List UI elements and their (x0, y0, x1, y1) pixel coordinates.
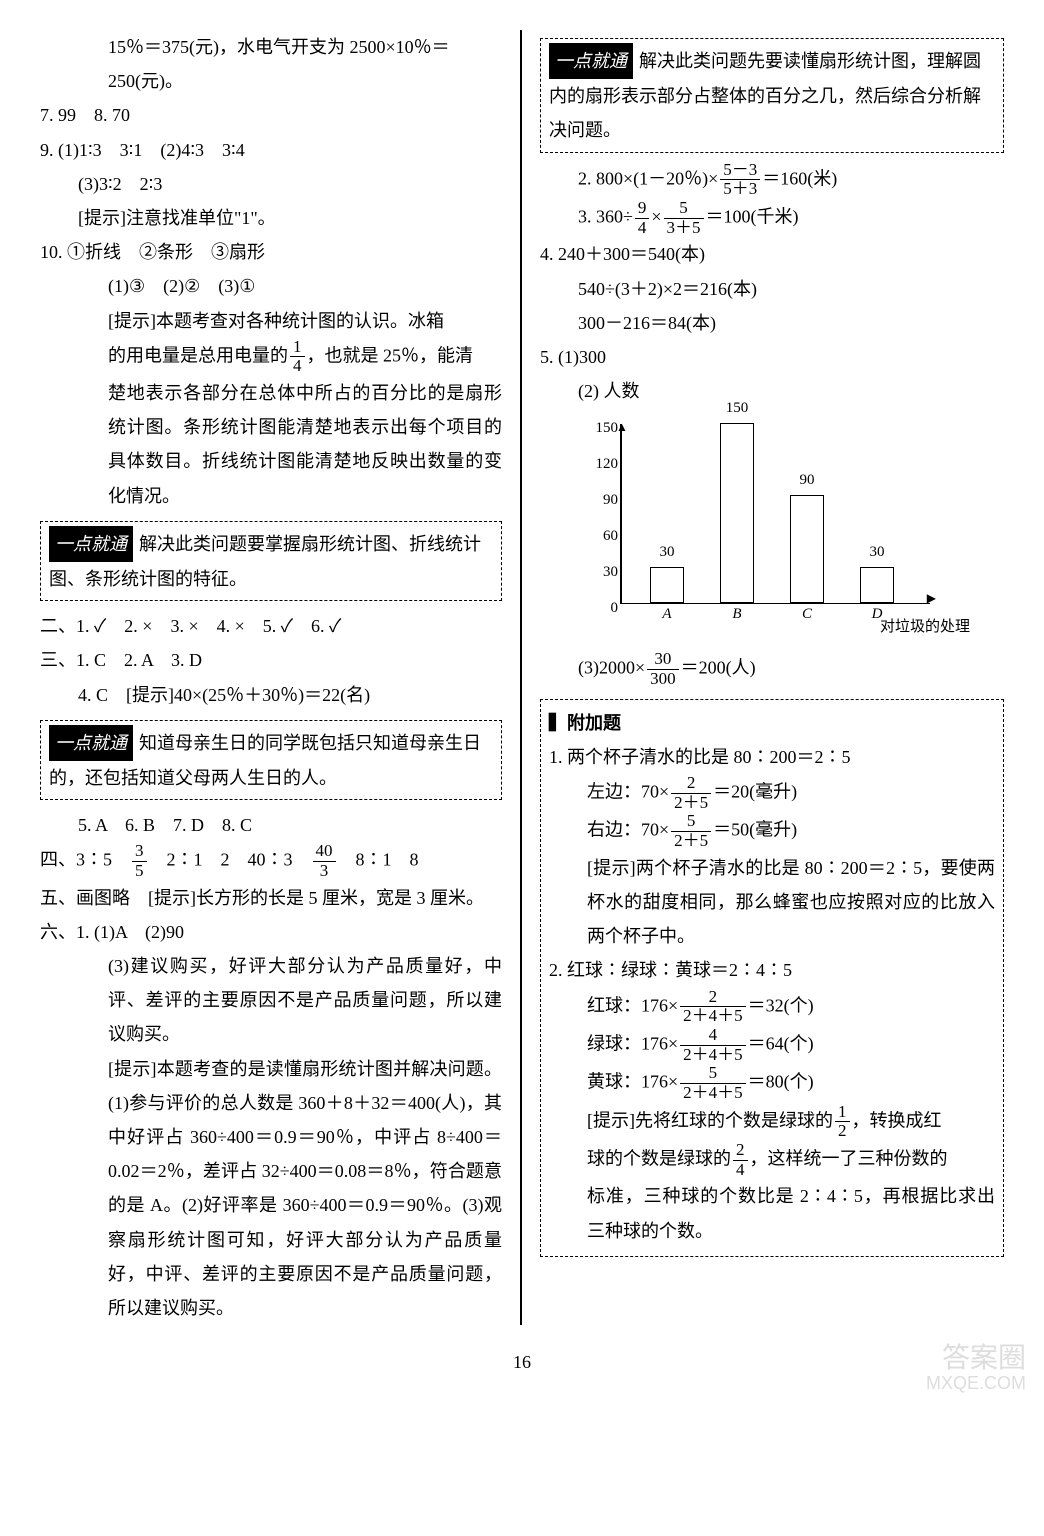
text-line: 4. C [提示]40×(25％＋30％)＝22(名) (40, 678, 502, 712)
text-line: 的用电量是总用电量的14，也就是 25％，能清 (40, 338, 502, 376)
text-line: 7. 99 8. 70 (40, 98, 502, 132)
text-line: 250(元)。 (40, 64, 502, 98)
text-line: 15％＝375(元)，水电气开支为 2500×10％＝ (40, 30, 502, 64)
tip-label: 一点就通 (49, 526, 133, 562)
text-line: [提示]注意找准单位"1"。 (40, 201, 502, 235)
arrow-icon: ▶ (927, 587, 936, 610)
text-line: 3. 360÷94×53＋5＝100(千米) (540, 199, 1004, 237)
text-line: [提示]先将红球的个数是绿球的12，转换成红 (549, 1103, 995, 1141)
tip-box: 一点就通知道母亲生日的同学既包括只知道母亲生日的，还包括知道父母两人生日的人。 (40, 720, 502, 800)
text-line: 左边：70×22＋5＝20(毫升) (549, 774, 995, 812)
text-block: 楚地表示各部分在总体中所占的百分比的是扇形统计图。条形统计图能清楚地表示出每个项… (40, 376, 502, 513)
text-block: [提示]本题考查的是读懂扇形统计图并解决问题。(1)参与评价的总人数是 360＋… (40, 1052, 502, 1326)
chart-bar (860, 567, 894, 603)
text-line: 五、画图略 [提示]长方形的长是 5 厘米，宽是 3 厘米。 (40, 881, 502, 915)
text-line: 球的个数是绿球的24，这样统一了三种份数的 (549, 1141, 995, 1179)
y-tick: 90 (580, 486, 618, 515)
text-line: 5. A 6. B 7. D 8. C (40, 808, 502, 842)
text-line: 红球：176×22＋4＋5＝32(个) (549, 988, 995, 1026)
tip-box: 一点就通解决此类问题先要读懂扇形统计图，理解圆内的扇形表示部分占整体的百分之几，… (540, 38, 1004, 153)
page-columns: 15％＝375(元)，水电气开支为 2500×10％＝ 250(元)。 7. 9… (40, 30, 1004, 1325)
text-line: 5. (1)300 (540, 340, 1004, 374)
bar-value: 150 (717, 394, 757, 423)
text-line: (2) 人数 (540, 374, 1004, 408)
text-line: [提示]本题考查对各种统计图的认识。冰箱 (40, 304, 502, 338)
text-block: [提示]两个杯子清水的比是 80∶200＝2∶5，要使两杯水的甜度相同，那么蜂蜜… (549, 851, 995, 954)
y-tick: 0 (580, 594, 618, 623)
right-column: 一点就通解决此类问题先要读懂扇形统计图，理解圆内的扇形表示部分占整体的百分之几，… (522, 30, 1004, 1325)
text-line: 二、1. ✓ 2. × 3. × 4. × 5. ✓ 6. ✓ (40, 609, 502, 643)
text-line: (1)③ (2)② (3)① (40, 269, 502, 303)
appendix-title: ▍附加题 (549, 706, 995, 740)
text-line: 1. 两个杯子清水的比是 80∶200＝2∶5 (549, 740, 995, 774)
text-line: 300－216＝84(本) (540, 306, 1004, 340)
tip-box: 一点就通解决此类问题要掌握扇形统计图、折线统计图、条形统计图的特征。 (40, 521, 502, 601)
appendix-box: ▍附加题 1. 两个杯子清水的比是 80∶200＝2∶5 左边：70×22＋5＝… (540, 699, 1004, 1257)
text-block: (3)建议购买，好评大部分认为产品质量好，中评、差评的主要原因不是产品质量问题，… (40, 949, 502, 1052)
bar-label: D (857, 600, 897, 629)
tip-label: 一点就通 (549, 43, 633, 79)
bar-chart: ▲ ▶ 对垃圾的处理 030609012015030A150B90C30D (580, 414, 940, 644)
chart-bar (790, 495, 824, 603)
y-tick: 30 (580, 558, 618, 587)
text-line: 2. 800×(1－20％)×5－35＋3＝160(米) (540, 161, 1004, 199)
bar-label: C (787, 600, 827, 629)
left-column: 15％＝375(元)，水电气开支为 2500×10％＝ 250(元)。 7. 9… (40, 30, 522, 1325)
y-tick: 120 (580, 450, 618, 479)
chart-bar (720, 423, 754, 603)
text-line: 2. 红球∶绿球∶黄球＝2∶4∶5 (549, 953, 995, 987)
bar-label: B (717, 600, 757, 629)
page-number: 16 (40, 1345, 1004, 1379)
bar-value: 30 (647, 538, 687, 567)
text-line: 四、3∶5 35 2∶1 2 40∶3 403 8∶1 8 (40, 842, 502, 880)
text-line: 4. 240＋300＝540(本) (540, 237, 1004, 271)
tip-label: 一点就通 (49, 725, 133, 761)
y-axis (620, 424, 622, 604)
bar-value: 90 (787, 466, 827, 495)
y-tick: 150 (580, 414, 618, 443)
text-line: (3)2000×30300＝200(人) (540, 650, 1004, 688)
text-line: (3)3∶2 2∶3 (40, 167, 502, 201)
text-line: 黄球：176×52＋4＋5＝80(个) (549, 1064, 995, 1102)
bar-label: A (647, 600, 687, 629)
text-line: 10. ①折线 ②条形 ③扇形 (40, 235, 502, 269)
chart-bar (650, 567, 684, 603)
bar-value: 30 (857, 538, 897, 567)
text-line: 9. (1)1∶3 3∶1 (2)4∶3 3∶4 (40, 133, 502, 167)
text-line: 六、1. (1)A (2)90 (40, 915, 502, 949)
text-line: 右边：70×52＋5＝50(毫升) (549, 812, 995, 850)
text-line: 540÷(3＋2)×2＝216(本) (540, 272, 1004, 306)
text-line: 绿球：176×42＋4＋5＝64(个) (549, 1026, 995, 1064)
y-tick: 60 (580, 522, 618, 551)
text-block: 标准，三种球的个数比是 2∶4∶5，再根据比求出三种球的个数。 (549, 1179, 995, 1247)
text-line: 三、1. C 2. A 3. D (40, 643, 502, 677)
